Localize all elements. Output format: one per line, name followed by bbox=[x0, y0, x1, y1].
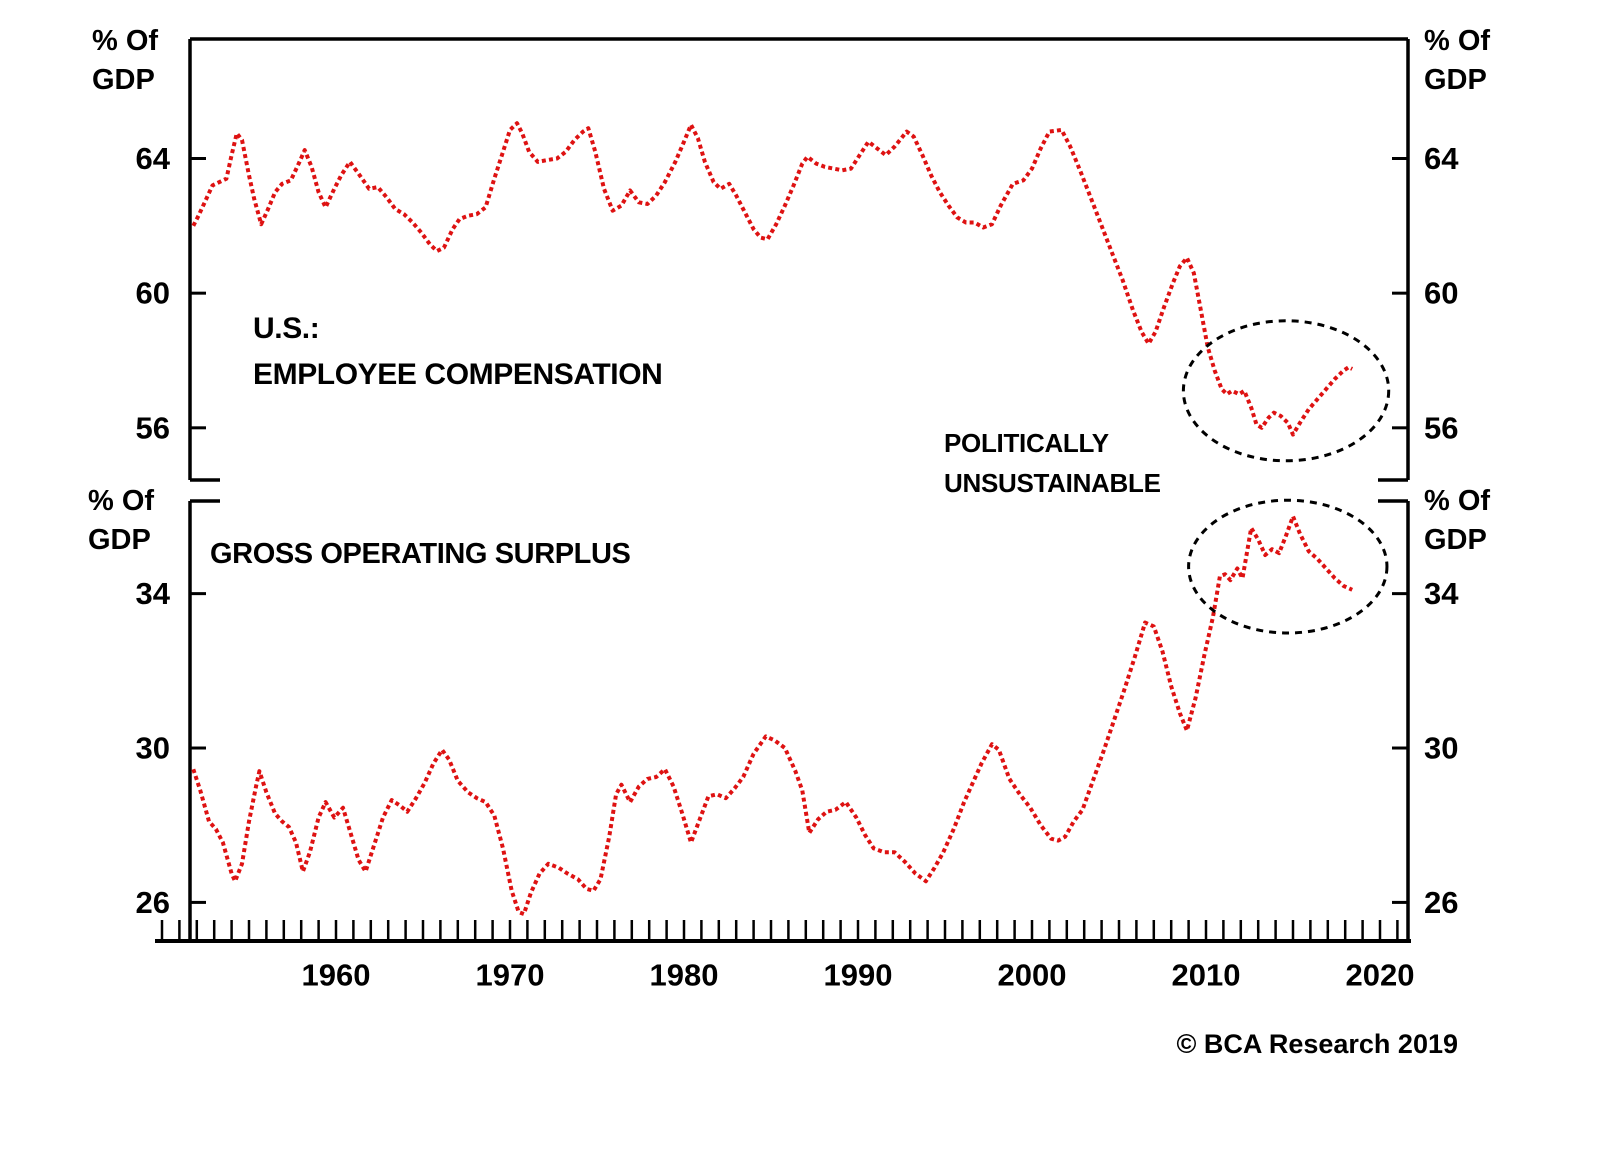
gross-operating-surplus-y-tick-label-left: 30 bbox=[136, 731, 170, 766]
y-axis-unit-label-top-left: % Of GDP bbox=[92, 25, 159, 96]
employee-compensation-y-tick-label-left: 56 bbox=[136, 410, 170, 445]
x-axis-decade-label: 1990 bbox=[824, 958, 893, 993]
x-axis-decade-label: 2000 bbox=[998, 958, 1067, 993]
bottom-panel-title: GROSS OPERATING SURPLUS bbox=[210, 538, 631, 570]
x-axis-decade-label: 2010 bbox=[1172, 958, 1241, 993]
x-axis-decade-label: 1970 bbox=[476, 958, 545, 993]
politically-unsustainable-annotation: POLITICALLY UNSUSTAINABLE bbox=[944, 428, 1161, 498]
x-axis-decade-label: 1960 bbox=[302, 958, 371, 993]
gross-operating-surplus-y-tick-label-right: 34 bbox=[1424, 576, 1459, 611]
employee-compensation-y-tick-label-right: 56 bbox=[1424, 410, 1458, 445]
gross-operating-surplus-y-tick-label-right: 30 bbox=[1424, 731, 1458, 766]
employee-compensation-y-tick-label-left: 60 bbox=[136, 276, 170, 311]
employee-compensation-highlight-ellipse bbox=[1181, 319, 1391, 463]
top-panel-title: U.S.: EMPLOYEE COMPENSATION bbox=[253, 312, 663, 391]
copyright-notice: © BCA Research 2019 bbox=[1176, 1029, 1458, 1059]
employee-compensation-y-tick-label-right: 60 bbox=[1424, 276, 1458, 311]
employee-compensation-line bbox=[191, 121, 1354, 437]
gross-operating-surplus-y-tick-label-left: 26 bbox=[136, 885, 170, 920]
gross-operating-surplus-y-tick-label-left: 34 bbox=[136, 576, 171, 611]
gross-operating-surplus-highlight-ellipse bbox=[1187, 498, 1389, 635]
y-axis-unit-label-bottom-right: % Of GDP bbox=[1424, 485, 1491, 556]
gross-operating-surplus-y-tick-label-right: 26 bbox=[1424, 885, 1458, 920]
y-axis-unit-label-top-right: % Of GDP bbox=[1424, 25, 1491, 96]
employee-compensation-y-tick-label-right: 64 bbox=[1424, 141, 1459, 176]
employee-compensation-y-tick-label-left: 64 bbox=[136, 141, 171, 176]
x-axis-decade-label: 2020 bbox=[1346, 958, 1415, 993]
x-axis-decade-label: 1980 bbox=[650, 958, 719, 993]
y-axis-unit-label-bottom-left: % Of GDP bbox=[88, 485, 155, 556]
gross-operating-surplus-line bbox=[191, 514, 1354, 916]
